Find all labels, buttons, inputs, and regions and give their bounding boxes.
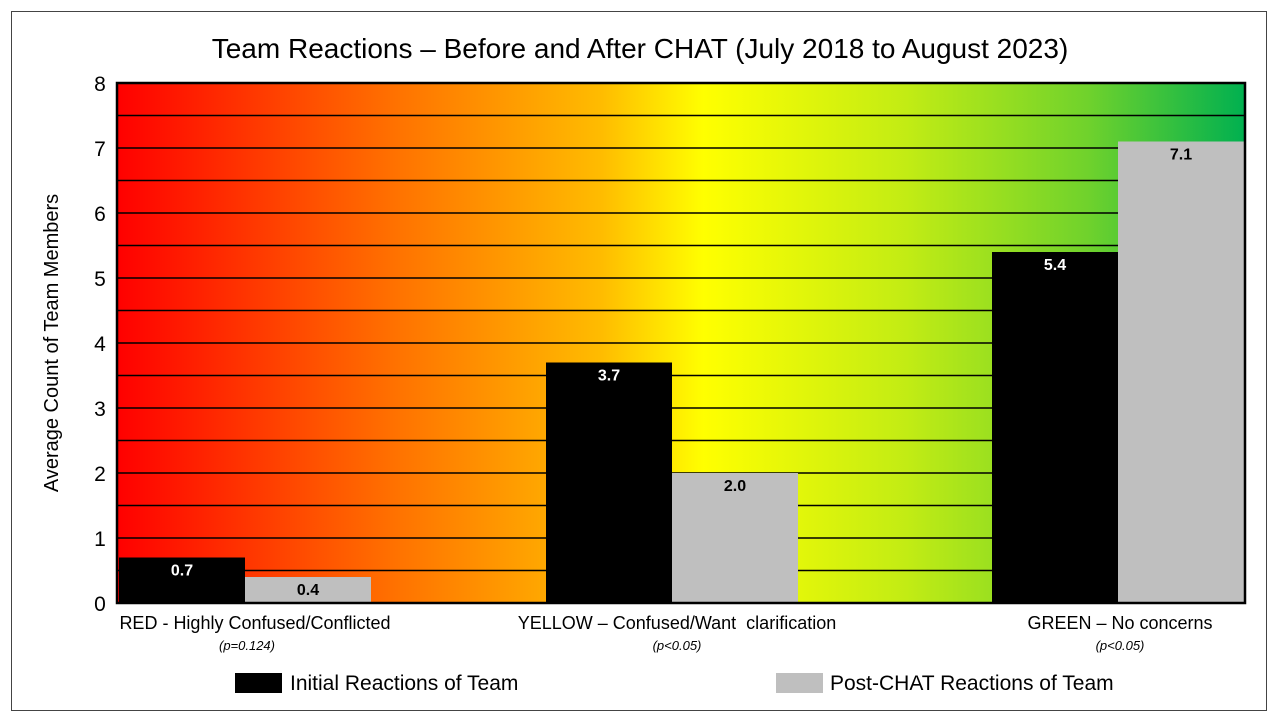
x-category-note: (p<0.05) — [653, 638, 702, 653]
bar — [672, 473, 798, 603]
x-category-note: (p=0.124) — [219, 638, 275, 653]
y-tick-label: 4 — [94, 333, 106, 356]
data-label: 0.4 — [297, 582, 319, 599]
bar — [119, 557, 245, 603]
legend-label-initial: Initial Reactions of Team — [290, 672, 518, 695]
y-tick-label: 7 — [94, 138, 106, 161]
x-axis-categories: RED - Highly Confused/Conflicted (p=0.124… — [119, 613, 1212, 653]
data-label: 7.1 — [1170, 147, 1192, 164]
legend-label-post-chat: Post-CHAT Reactions of Team — [830, 672, 1114, 695]
chart-frame — [11, 11, 1267, 711]
y-axis-ticks: 0 1 2 3 4 5 6 7 8 — [94, 73, 106, 616]
legend: Initial Reactions of Team Post-CHAT Reac… — [235, 672, 1114, 695]
data-label: 5.4 — [1044, 257, 1066, 274]
bar — [245, 577, 371, 603]
x-category-note: (p<0.05) — [1096, 638, 1145, 653]
legend-swatch-post-chat — [776, 673, 823, 693]
x-category-label: YELLOW – Confused/Want clarification — [518, 613, 836, 633]
y-tick-label: 5 — [94, 268, 106, 291]
bar — [1118, 141, 1244, 603]
y-tick-label: 3 — [94, 398, 106, 421]
data-label: 0.7 — [171, 563, 193, 580]
bar — [546, 362, 672, 603]
bars: 0.7 3.7 5.4 0.4 2.0 7.1 — [119, 141, 1244, 603]
y-axis-label: Average Count of Team Members — [41, 194, 63, 492]
data-label: 3.7 — [598, 368, 620, 385]
y-tick-label: 0 — [94, 593, 106, 616]
x-category-label: GREEN – No concerns — [1027, 613, 1212, 633]
y-tick-label: 1 — [94, 528, 106, 551]
y-tick-label: 2 — [94, 463, 106, 486]
y-tick-label: 8 — [94, 73, 106, 96]
data-label: 2.0 — [724, 478, 746, 495]
y-tick-label: 6 — [94, 203, 106, 226]
x-category-label: RED - Highly Confused/Conflicted — [119, 613, 390, 633]
legend-swatch-initial — [235, 673, 282, 693]
plot-border — [115, 81, 1247, 605]
bar — [992, 252, 1118, 603]
chart-title: Team Reactions – Before and After CHAT (… — [212, 33, 1069, 64]
